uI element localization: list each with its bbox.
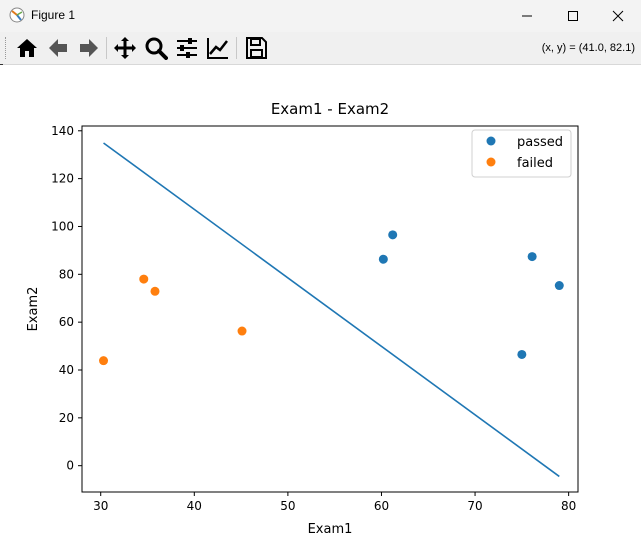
legend: passed failed [471,129,572,178]
legend-marker-passed [486,136,496,146]
forward-button[interactable] [76,35,102,61]
toolbar-separator [106,37,107,59]
y-tick-label: 140 [51,124,74,138]
scatter-point-passed [517,349,527,359]
home-button[interactable] [14,35,40,61]
save-icon [246,37,267,59]
scatter-point-failed [237,326,247,336]
back-icon [49,39,67,57]
toolbar-grip[interactable] [5,37,10,59]
title-bar[interactable]: Figure 1 [0,0,641,32]
legend-marker-failed [486,157,496,167]
matplotlib-icon [9,7,25,23]
scatter-point-failed [150,286,160,296]
chart-svg[interactable]: Exam1 - Exam2 30 40 50 60 70 80 0 20 40 60 80 100 12… [0,65,641,544]
legend-box [471,129,572,178]
y-tick-label: 0 [66,459,74,473]
close-icon [612,10,624,22]
forward-icon [80,39,98,57]
decision-boundary-line [103,142,560,478]
y-axis-label: Exam2 [26,287,41,332]
minimize-icon [522,15,532,17]
zoom-button[interactable] [143,35,169,61]
scatter-point-failed [99,356,109,366]
y-tick-label: 60 [59,315,74,329]
chart-marks [99,142,564,478]
x-tick-label: 80 [561,499,576,513]
pan-button[interactable] [112,35,138,61]
y-tick-label: 20 [59,411,74,425]
y-tick-label: 40 [59,363,74,377]
x-tick-label: 50 [280,499,295,513]
x-tick-label: 60 [374,499,389,513]
axis-ticks: 30 40 50 60 70 80 0 20 40 60 80 100 120 140 [51,124,576,513]
scatter-point-passed [527,252,537,262]
toolbar-separator [236,37,237,59]
scatter-point-passed [554,281,564,291]
scatter-point-passed [378,254,388,264]
configure-subplots-icon [177,38,197,58]
x-tick-label: 40 [187,499,202,513]
legend-label-failed: failed [517,156,553,171]
x-axis-label: Exam1 [308,522,353,537]
home-icon [17,39,37,57]
close-button[interactable] [595,0,641,32]
zoom-icon [145,37,168,60]
y-tick-label: 100 [51,219,74,233]
scatter-point-passed [388,230,398,240]
edit-axis-icon [207,38,228,59]
pan-icon [114,37,136,59]
legend-label-passed: passed [517,135,563,150]
navigation-toolbar [0,32,641,65]
cursor-coordinates: (x, y) = (41.0, 82.1) [541,42,635,54]
scatter-point-failed [139,274,149,284]
edit-axis-button[interactable] [205,35,231,61]
figure-canvas[interactable]: Exam1 - Exam2 30 40 50 60 70 80 0 20 40 60 80 100 12… [0,65,641,544]
maximize-icon [568,11,578,21]
x-tick-label: 70 [467,499,482,513]
y-tick-label: 120 [51,172,74,186]
window-title: Figure 1 [31,8,76,22]
y-tick-label: 80 [59,267,74,281]
maximize-button[interactable] [550,0,596,32]
chart-title: Exam1 - Exam2 [271,100,389,118]
x-tick-label: 30 [93,499,108,513]
configure-subplots-button[interactable] [174,35,200,61]
minimize-button[interactable] [504,0,550,32]
back-button[interactable] [45,35,71,61]
save-button[interactable] [243,35,269,61]
